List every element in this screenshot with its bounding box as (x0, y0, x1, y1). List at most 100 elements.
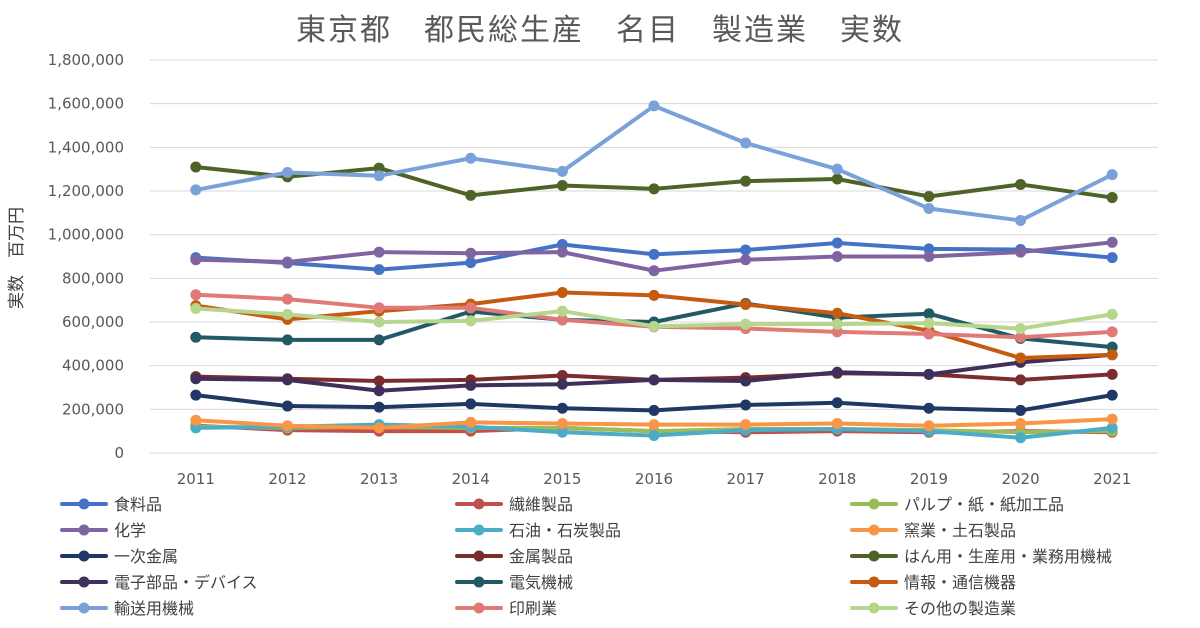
data-point (648, 248, 660, 260)
legend-label: 電子部品・デバイス (114, 573, 258, 592)
data-point (190, 331, 202, 343)
data-point (281, 256, 293, 268)
legend-item: 窯業・土石製品 (850, 521, 1016, 540)
data-point (923, 243, 935, 255)
data-point (740, 244, 752, 256)
legend-label: 化学 (114, 521, 146, 540)
x-tick-label: 2016 (635, 470, 673, 488)
data-point (1015, 418, 1027, 430)
legend-label: その他の製造業 (904, 599, 1016, 618)
legend-swatch-marker (78, 524, 90, 536)
legend-item: 印刷業 (455, 599, 557, 618)
legend-label: 一次金属 (114, 547, 178, 566)
data-point (923, 368, 935, 380)
legend-swatch-marker (868, 524, 880, 536)
data-point (1015, 323, 1027, 335)
x-tick-label: 2019 (910, 470, 948, 488)
data-point (923, 202, 935, 214)
legend-item: その他の製造業 (850, 599, 1016, 618)
data-point (1106, 326, 1118, 338)
data-point (740, 137, 752, 149)
x-axis-ticks: 2011 2012 2013 2014 2015 2016 2017 2018 2019 2020… (177, 470, 1132, 488)
data-point (190, 161, 202, 173)
series-group (190, 161, 1118, 204)
data-point (465, 315, 477, 327)
data-point (373, 170, 385, 182)
legend-item: はん用・生産用・業務用機械 (850, 547, 1112, 566)
data-point (373, 302, 385, 314)
data-point (1106, 422, 1118, 434)
series-group (190, 236, 1118, 277)
data-point (556, 246, 568, 258)
data-point (740, 318, 752, 330)
legend-item: 繊維製品 (455, 495, 573, 514)
data-point (281, 334, 293, 346)
data-point (1015, 404, 1027, 416)
series-lines (190, 100, 1118, 444)
series-line (193, 352, 1115, 393)
series-group (190, 389, 1118, 416)
x-tick-label: 2020 (1001, 470, 1039, 488)
data-point (923, 317, 935, 329)
legend-item: 輸送用機械 (60, 599, 194, 618)
legend-label: 食料品 (114, 495, 162, 514)
data-point (740, 419, 752, 431)
x-tick-label: 2012 (268, 470, 306, 488)
data-point (465, 247, 477, 259)
x-tick-label: 2017 (727, 470, 765, 488)
legend-swatch-marker (473, 498, 485, 510)
data-point (648, 265, 660, 277)
data-point (373, 246, 385, 258)
y-tick-label: 1,000,000 (48, 226, 124, 244)
data-point (923, 190, 935, 202)
data-point (465, 257, 477, 269)
legend-swatch-marker (473, 576, 485, 588)
data-point (740, 375, 752, 387)
series-line (193, 103, 1115, 223)
legend-label: 情報・通信機器 (904, 573, 1016, 592)
data-point (190, 389, 202, 401)
data-point (465, 379, 477, 391)
data-point (831, 397, 843, 409)
data-point (1015, 246, 1027, 258)
series-group (190, 100, 1118, 226)
legend-swatch-marker (473, 602, 485, 614)
data-point (1106, 169, 1118, 181)
legend-label: 繊維製品 (509, 495, 573, 514)
y-tick-label: 400,000 (62, 357, 124, 375)
y-tick-label: 0 (114, 444, 124, 462)
data-point (648, 183, 660, 195)
data-point (281, 400, 293, 412)
data-point (831, 173, 843, 185)
data-point (556, 378, 568, 390)
x-tick-label: 2011 (177, 470, 215, 488)
y-tick-label: 1,400,000 (48, 138, 124, 156)
data-point (648, 320, 660, 332)
data-point (373, 422, 385, 434)
y-tick-label: 600,000 (62, 313, 124, 331)
legend-label: 石油・石炭製品 (509, 521, 621, 540)
data-point (1015, 374, 1027, 386)
legend-item: 情報・通信機器 (850, 573, 1016, 592)
legend-swatch-marker (473, 550, 485, 562)
data-point (740, 299, 752, 311)
data-point (648, 430, 660, 442)
data-point (831, 318, 843, 330)
data-point (1015, 352, 1027, 364)
y-tick-label: 1,200,000 (48, 182, 124, 200)
data-point (556, 165, 568, 177)
data-point (465, 398, 477, 410)
data-point (648, 419, 660, 431)
data-point (190, 184, 202, 196)
data-point (556, 305, 568, 317)
data-point (373, 385, 385, 397)
legend-item: 石油・石炭製品 (455, 521, 621, 540)
data-point (190, 422, 202, 434)
data-point (556, 418, 568, 430)
data-point (281, 166, 293, 178)
data-point (465, 302, 477, 314)
series-group (190, 349, 1118, 397)
x-tick-label: 2018 (818, 470, 856, 488)
